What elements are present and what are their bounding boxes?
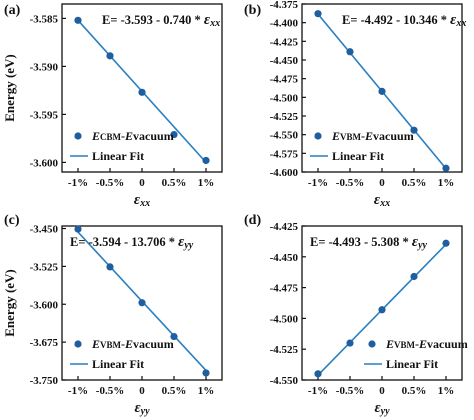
legend-marker-points (74, 132, 82, 140)
x-tick-label: -0.5% (336, 385, 364, 397)
y-tick-label: -3.595 (30, 109, 59, 121)
legend-label-line: Linear Fit (92, 357, 144, 371)
data-point (106, 263, 114, 271)
data-point (314, 370, 322, 378)
x-tick-label: 1% (198, 385, 215, 397)
fit-equation: E= -4.493 - 5.308 * εyy (310, 234, 428, 251)
legend-label-line: Linear Fit (92, 149, 144, 163)
chart-panel-a: -3.585 -3.590 -3.595 -3.600 -1% -0.5% 0 0.5% 1% ε… (2, 3, 223, 209)
data-point (346, 339, 354, 347)
legend-marker-points (314, 132, 322, 140)
legend-label-line: Linear Fit (386, 357, 438, 371)
y-tick-label: -3.450 (30, 224, 59, 236)
data-point (138, 88, 146, 96)
fit-equation: E= -3.594 - 13.706 * εyy (70, 234, 194, 251)
legend-label-points: EVBM-Evacuum (385, 337, 468, 351)
legend-label-points: EVBM-Evacuum (91, 337, 174, 351)
y-tick-label: -4.450 (270, 252, 299, 264)
data-point (74, 225, 82, 233)
x-tick-label: -1% (68, 385, 88, 397)
y-tick-label: -4.450 (270, 55, 299, 67)
y-axis-title: Energy (eV) (2, 269, 17, 337)
y-tick-label: -3.525 (30, 261, 59, 273)
x-tick-label: 1% (198, 177, 215, 189)
y-tick-label: -4.550 (270, 375, 299, 387)
fit-equation: E= -3.593 - 0.740 * εxx (102, 12, 220, 29)
x-tick-label: 0 (139, 177, 145, 189)
y-tick-label: -4.475 (270, 283, 299, 295)
panel-label: (b) (244, 3, 261, 18)
data-point (314, 10, 322, 18)
chart-panel-c: -3.450 -3.525 -3.600 -3.675 -3.750 -1% -0.5% 0 0… (2, 213, 223, 417)
x-tick-label: 0 (379, 177, 385, 189)
data-point (410, 126, 418, 134)
chart-panel-b: -4.375 -4.400 -4.425 -4.450 -4.475 -4.500 -4.5… (244, 0, 466, 209)
x-axis-title: εyy (134, 400, 150, 417)
x-tick-label: 1% (438, 177, 455, 189)
y-tick-label: -3.600 (30, 299, 59, 311)
fit-equation: E= -4.492 - 10.346 * εxx (342, 12, 466, 29)
y-tick-label: -4.400 (270, 18, 299, 30)
data-point (170, 332, 178, 341)
y-tick-label: -4.500 (270, 313, 299, 325)
x-tick-label: -0.5% (96, 177, 124, 189)
y-tick-label: -3.590 (30, 61, 59, 73)
data-point (74, 16, 82, 24)
x-tick-label: 0 (379, 385, 385, 397)
legend-marker-points (74, 340, 82, 348)
data-point (346, 48, 354, 56)
panel-label: (d) (244, 213, 261, 228)
y-tick-label: -4.500 (270, 92, 299, 104)
y-tick-label: -4.575 (270, 148, 299, 160)
x-tick-label: 0.5% (162, 385, 187, 397)
x-tick-label: -0.5% (96, 385, 124, 397)
panel-label: (c) (4, 213, 20, 228)
data-point (138, 299, 146, 307)
y-tick-label: -4.425 (270, 36, 299, 48)
y-tick-label: -4.550 (270, 130, 299, 142)
panel-label: (a) (4, 3, 21, 18)
data-point (202, 156, 210, 165)
x-axis-title: εyy (374, 400, 390, 417)
data-point (378, 87, 386, 95)
x-tick-label: 0.5% (402, 385, 427, 397)
data-point (106, 52, 114, 60)
chart-panel-d: -4.425 -4.450 -4.475 -4.500 -4.525 -4.550 -1% -… (244, 213, 468, 417)
y-tick-label: -4.425 (270, 221, 299, 233)
y-tick-label: -3.600 (30, 157, 59, 169)
x-tick-label: -1% (308, 177, 328, 189)
x-tick-label: 0 (139, 385, 145, 397)
legend-label-points: EVBM-Evacuum (331, 129, 414, 143)
x-tick-label: -1% (68, 177, 88, 189)
data-point (442, 164, 450, 172)
y-tick-label: -4.375 (270, 0, 299, 11)
data-point (202, 369, 210, 377)
x-tick-label: 1% (438, 385, 455, 397)
y-tick-label: -3.585 (30, 13, 59, 25)
x-tick-label: -1% (308, 385, 328, 397)
x-tick-label: 0.5% (402, 177, 427, 189)
y-tick-label: -4.525 (270, 111, 299, 123)
y-tick-label: -3.675 (30, 337, 59, 349)
data-point (442, 239, 450, 247)
legend-label-line: Linear Fit (332, 149, 384, 163)
x-axis-title: εxx (374, 192, 390, 209)
x-axis-title: εxx (134, 192, 150, 209)
data-point (378, 306, 386, 314)
legend-label-points: ECBM-Evacuum (91, 129, 174, 143)
y-tick-label: -4.600 (270, 167, 299, 179)
y-axis-title: Energy (eV) (2, 54, 17, 122)
x-tick-label: -0.5% (336, 177, 364, 189)
data-point (410, 272, 418, 281)
x-tick-label: 0.5% (162, 177, 187, 189)
y-tick-label: -3.750 (30, 375, 59, 387)
y-tick-label: -4.525 (270, 344, 299, 356)
legend-marker-points (368, 340, 376, 348)
y-tick-label: -4.475 (270, 74, 299, 86)
data-point (170, 130, 178, 139)
